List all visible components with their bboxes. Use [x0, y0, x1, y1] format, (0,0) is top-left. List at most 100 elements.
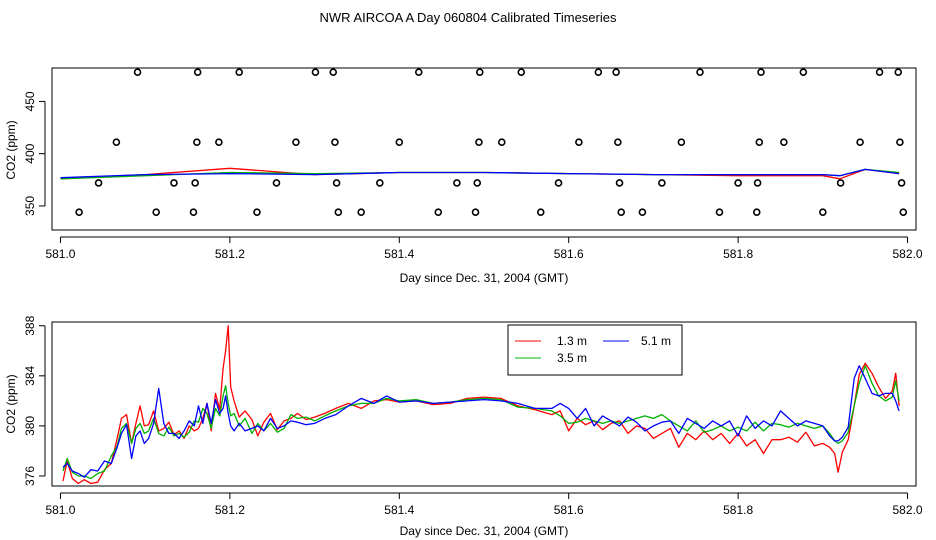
calibration-point	[899, 208, 908, 217]
top-y-label: CO2 (ppm)	[4, 120, 18, 179]
calibration-point	[193, 138, 201, 147]
x-tick-label: 581.6	[554, 247, 584, 261]
calibration-point	[658, 179, 666, 187]
calibration-point	[614, 138, 622, 147]
series-line-5-1-m	[62, 365, 900, 478]
x-tick-label: 581.8	[723, 247, 753, 261]
bottom-y-axis: 376 380 384 388	[23, 315, 46, 486]
y-tick-label: 350	[23, 196, 37, 216]
calibration-point	[434, 208, 443, 217]
x-tick-label: 581.8	[723, 503, 753, 517]
bottom-y-label: CO2 (ppm)	[4, 374, 18, 433]
calibration-point	[677, 138, 686, 147]
calibration-point	[395, 138, 404, 147]
top-y-axis: 350 400 450	[23, 91, 46, 216]
calibration-point	[757, 68, 765, 76]
calibration-point	[272, 179, 281, 187]
bottom-series-lines	[62, 325, 900, 485]
series-line-3-5-m	[62, 365, 900, 480]
calibration-point	[475, 68, 484, 76]
top-panel: 581.0 581.2 581.4 581.6 581.8 582.0 350 400 450…	[4, 67, 923, 285]
legend-box	[507, 324, 683, 376]
calibration-point	[875, 68, 884, 76]
calibration-point	[536, 208, 545, 217]
calibration-point	[836, 179, 845, 187]
calibration-point	[376, 179, 384, 187]
calibration-point	[799, 68, 808, 76]
x-tick-label: 582.0	[893, 503, 923, 517]
calibration-point	[575, 138, 583, 147]
calibration-point	[715, 208, 724, 217]
calibration-point	[253, 208, 261, 217]
calibration-point	[414, 68, 423, 76]
calibration-point	[554, 179, 563, 187]
y-tick-label: 384	[23, 366, 37, 386]
x-tick-label: 582.0	[893, 247, 923, 261]
calibration-point	[152, 208, 160, 217]
bottom-x-label: Day since Dec. 31, 2004 (GMT)	[400, 524, 569, 538]
calibration-point	[235, 68, 243, 76]
y-tick-label: 388	[23, 315, 37, 335]
calibration-point	[112, 138, 121, 147]
calibration-point	[331, 138, 339, 147]
calibration-point	[311, 68, 320, 76]
x-tick-label: 581.4	[384, 503, 414, 517]
calibration-point	[752, 208, 761, 217]
calibration-point	[473, 179, 482, 187]
calibration-point	[894, 68, 903, 76]
top-x-axis: 581.0 581.2 581.4 581.6 581.8 582.0	[45, 236, 923, 261]
calibration-point	[856, 138, 864, 147]
legend-label-5-1m: 5.1 m	[641, 334, 671, 348]
calibration-point	[638, 208, 647, 217]
legend-label-1-3m: 1.3 m	[557, 334, 587, 348]
calibration-point	[734, 179, 742, 187]
calibration-point	[475, 138, 483, 147]
calibration-point	[617, 208, 626, 217]
x-tick-label: 581.0	[45, 503, 75, 517]
calibration-point	[471, 208, 480, 217]
y-tick-label: 400	[23, 143, 37, 163]
calibration-point	[517, 68, 526, 76]
y-tick-label: 380	[23, 416, 37, 436]
series-line-1-3-m	[62, 325, 900, 485]
x-tick-label: 581.6	[554, 503, 584, 517]
calibration-point	[189, 208, 198, 217]
calibration-point	[133, 68, 142, 76]
x-tick-label: 581.0	[45, 247, 75, 261]
calibration-point	[329, 68, 338, 76]
series-line-5-1-m	[60, 168, 900, 179]
calibration-point	[215, 138, 223, 147]
calibration-point	[170, 179, 178, 187]
x-tick-label: 581.2	[215, 503, 245, 517]
calibration-point	[897, 179, 906, 187]
calibration-point	[292, 138, 300, 147]
calibration-point	[332, 179, 341, 187]
bottom-panel: 581.0 581.2 581.4 581.6 581.8 582.0 376 380 384…	[4, 315, 923, 538]
calibration-point	[780, 138, 788, 147]
calibration-point	[696, 68, 704, 76]
bottom-x-axis: 581.0 581.2 581.4 581.6 581.8 582.0	[45, 492, 923, 517]
bottom-plot-frame	[51, 321, 917, 487]
calibration-point	[193, 68, 202, 76]
calibration-point	[357, 208, 365, 217]
calibration-point	[612, 68, 620, 76]
x-tick-label: 581.4	[384, 247, 414, 261]
calibration-point	[497, 138, 506, 147]
calibration-point	[755, 138, 764, 147]
calibration-point	[334, 208, 343, 217]
top-calibration-points	[75, 68, 908, 217]
calibration-point	[819, 208, 827, 217]
legend-label-3-5m: 3.5 m	[557, 351, 587, 365]
y-tick-label: 450	[23, 91, 37, 111]
calibration-point	[594, 68, 603, 76]
legend: 1.3 m 5.1 m 3.5 m	[507, 324, 683, 376]
top-plot-frame	[51, 67, 917, 231]
y-tick-label: 376	[23, 466, 37, 486]
x-tick-label: 581.2	[215, 247, 245, 261]
calibration-point	[896, 138, 904, 147]
calibration-point	[94, 179, 103, 187]
calibration-point	[615, 179, 624, 187]
calibration-point	[75, 208, 83, 217]
calibration-point	[753, 179, 762, 187]
